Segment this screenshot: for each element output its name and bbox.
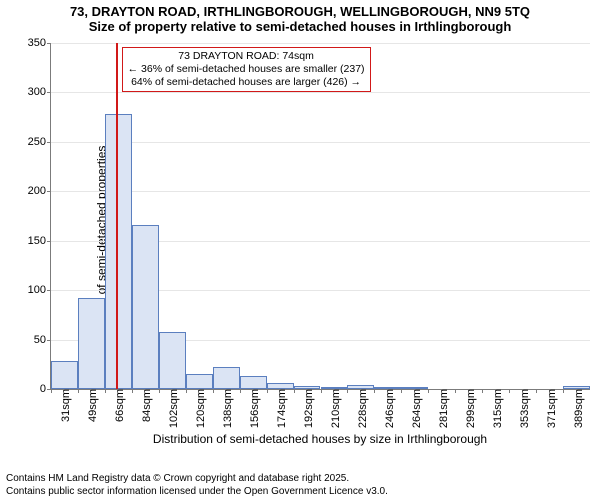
annotation-line2: ← 36% of semi-detached houses are smalle…: [128, 63, 365, 76]
y-tick-label: 200: [28, 185, 51, 197]
histogram-bar: [132, 225, 159, 389]
annotation-line3: 64% of semi-detached houses are larger (…: [128, 76, 365, 89]
chart-title-sub: Size of property relative to semi-detach…: [0, 19, 600, 36]
x-tick-mark: [267, 389, 268, 393]
footer-line2: Contains public sector information licen…: [6, 486, 388, 499]
x-axis-label: Distribution of semi-detached houses by …: [50, 432, 590, 446]
gridline: [51, 43, 590, 44]
x-tick-mark: [321, 389, 322, 393]
x-tick-label: 192sqm: [299, 389, 315, 428]
x-tick-label: 102sqm: [164, 389, 180, 428]
gridline: [51, 92, 590, 93]
x-tick-label: 31sqm: [56, 389, 72, 422]
y-tick-label: 50: [34, 334, 51, 346]
x-tick-mark: [536, 389, 537, 393]
plot-area: 05010015020025030035031sqm49sqm66sqm84sq…: [50, 43, 590, 390]
y-tick-label: 300: [28, 86, 51, 98]
x-tick-label: 84sqm: [137, 389, 153, 422]
x-tick-mark: [78, 389, 79, 393]
footer-line1: Contains HM Land Registry data © Crown c…: [6, 473, 388, 486]
x-tick-mark: [294, 389, 295, 393]
x-tick-label: 210sqm: [326, 389, 342, 428]
histogram-bar: [105, 114, 132, 389]
y-tick-label: 150: [28, 235, 51, 247]
chart-title-main: 73, DRAYTON ROAD, IRTHLINGBOROUGH, WELLI…: [0, 0, 600, 19]
histogram-bar: [159, 332, 186, 389]
x-tick-mark: [347, 389, 348, 393]
x-tick-mark: [159, 389, 160, 393]
y-tick-label: 100: [28, 284, 51, 296]
x-tick-mark: [105, 389, 106, 393]
x-tick-mark: [132, 389, 133, 393]
y-tick-label: 350: [28, 37, 51, 49]
annotation-line1: 73 DRAYTON ROAD: 74sqm: [128, 50, 365, 63]
x-tick-label: 389sqm: [569, 389, 585, 428]
chart-container: Number of semi-detached properties 05010…: [0, 38, 600, 448]
histogram-bar: [51, 361, 78, 389]
x-tick-mark: [509, 389, 510, 393]
x-tick-mark: [51, 389, 52, 393]
property-marker-line: [116, 43, 118, 389]
x-tick-label: 228sqm: [353, 389, 369, 428]
histogram-bar: [78, 298, 105, 389]
gridline: [51, 142, 590, 143]
x-tick-label: 120sqm: [191, 389, 207, 428]
x-tick-mark: [374, 389, 375, 393]
histogram-bar: [213, 367, 240, 389]
x-tick-label: 66sqm: [110, 389, 126, 422]
x-tick-mark: [455, 389, 456, 393]
histogram-bar: [186, 374, 213, 389]
annotation-box: 73 DRAYTON ROAD: 74sqm ← 36% of semi-det…: [122, 47, 371, 92]
gridline: [51, 191, 590, 192]
x-tick-label: 281sqm: [434, 389, 450, 428]
x-tick-label: 246sqm: [380, 389, 396, 428]
x-tick-label: 49sqm: [83, 389, 99, 422]
x-tick-mark: [401, 389, 402, 393]
x-tick-label: 156sqm: [245, 389, 261, 428]
x-tick-mark: [240, 389, 241, 393]
x-tick-mark: [186, 389, 187, 393]
x-tick-label: 371sqm: [542, 389, 558, 428]
x-tick-label: 299sqm: [461, 389, 477, 428]
footer-attribution: Contains HM Land Registry data © Crown c…: [6, 473, 388, 498]
x-tick-label: 138sqm: [218, 389, 234, 428]
x-tick-label: 315sqm: [488, 389, 504, 428]
x-tick-mark: [563, 389, 564, 393]
x-tick-label: 264sqm: [407, 389, 423, 428]
x-tick-label: 353sqm: [515, 389, 531, 428]
y-tick-label: 250: [28, 136, 51, 148]
x-tick-mark: [428, 389, 429, 393]
y-tick-label: 0: [40, 383, 51, 395]
x-tick-mark: [482, 389, 483, 393]
x-tick-mark: [213, 389, 214, 393]
x-tick-label: 174sqm: [272, 389, 288, 428]
histogram-bar: [240, 376, 267, 389]
